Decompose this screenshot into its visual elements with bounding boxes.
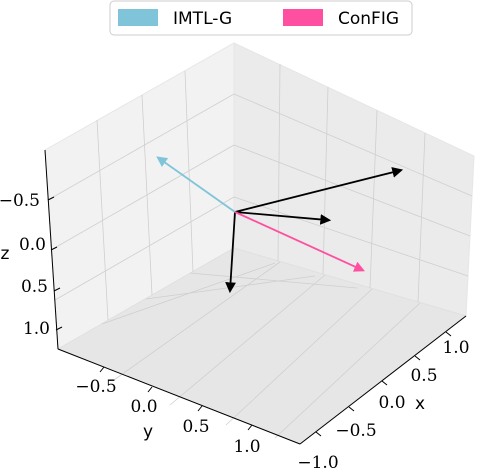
x-tick-label: −1.0 xyxy=(297,453,338,473)
gridline xyxy=(233,196,469,277)
legend-swatch-config xyxy=(283,9,323,26)
x-tick xyxy=(348,406,355,412)
legend-swatch-imtl-g xyxy=(118,9,158,26)
gridlines xyxy=(47,63,473,439)
vector-gradient-1 xyxy=(234,211,332,225)
y-tick xyxy=(99,366,105,373)
gridline xyxy=(225,288,373,426)
x-tick-label: 1.0 xyxy=(442,338,469,358)
z-tick-label: 0.5 xyxy=(21,277,48,297)
gridline xyxy=(233,93,473,197)
z-tick xyxy=(50,246,58,251)
y-axis-label: y xyxy=(143,422,153,442)
legend-label-config: ConFIG xyxy=(338,9,399,29)
gridline xyxy=(169,274,326,406)
z-tick xyxy=(55,326,63,331)
gridline xyxy=(54,196,235,301)
gridline xyxy=(113,261,281,381)
x-tick-label: −0.5 xyxy=(335,421,376,441)
legend: IMTL-G ConFIG xyxy=(109,0,413,36)
z-tick-label: 0.0 xyxy=(19,235,46,255)
legend-frame xyxy=(109,0,413,36)
y-tick xyxy=(147,386,153,393)
z-tick-label: −0.5 xyxy=(0,191,40,211)
legend-label-imtl-g: IMTL-G xyxy=(173,9,232,29)
x-axis-label: x xyxy=(415,394,425,414)
vector-gradient-3 xyxy=(225,211,236,294)
gridline xyxy=(274,302,421,439)
vector-imtl-g xyxy=(156,156,236,213)
z-axis-label: z xyxy=(1,244,10,264)
gridline xyxy=(50,144,235,251)
x-tick xyxy=(381,380,388,386)
x-tick xyxy=(445,331,452,337)
x-tick-label: 0.0 xyxy=(378,393,405,413)
tick-labels: −0.5 0.0 0.5 1.0 −0.5 0.0 0.5 1.0 −1.0 −… xyxy=(0,191,470,473)
vector-gradient-2 xyxy=(234,167,404,213)
vectors xyxy=(156,156,404,294)
gridline xyxy=(233,144,471,237)
y-tick xyxy=(197,405,203,412)
z-tick-label: 1.0 xyxy=(23,319,50,339)
x-axis-line xyxy=(299,315,467,445)
vector-config xyxy=(234,211,365,272)
x-tick xyxy=(414,355,421,361)
gridline xyxy=(184,70,194,273)
y-tick-label: −0.5 xyxy=(75,377,116,397)
z-tick xyxy=(47,196,55,201)
y-tick xyxy=(247,424,253,431)
y-axis-line xyxy=(57,348,301,445)
x-tick xyxy=(315,431,322,437)
y-tick-label: 1.0 xyxy=(233,437,260,457)
gridline xyxy=(189,272,358,289)
x-tick-label: 0.5 xyxy=(410,366,437,386)
tick-marks xyxy=(47,196,452,437)
gridline xyxy=(47,93,235,201)
z-tick xyxy=(53,287,61,292)
y-tick-label: 0.0 xyxy=(130,397,157,417)
y-tick-label: 0.5 xyxy=(182,417,209,437)
